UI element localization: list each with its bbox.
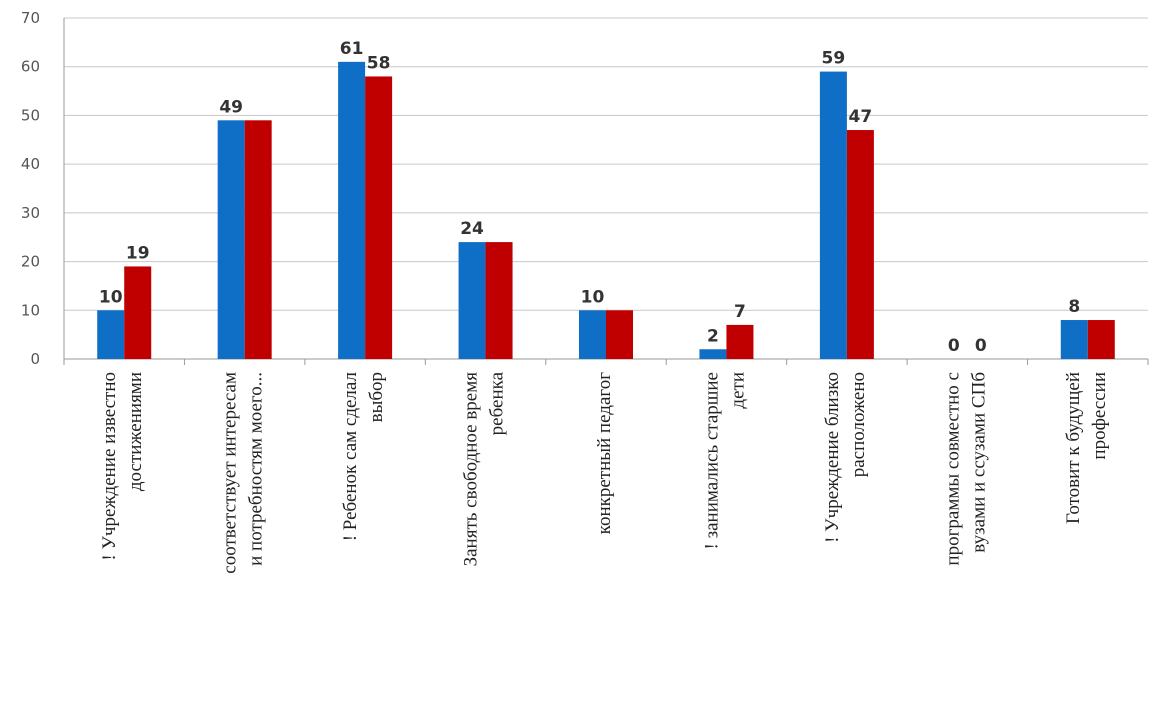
data-label: 24	[460, 219, 484, 239]
category-label: Занять свободное время ребенка	[461, 371, 508, 566]
bar-series2	[606, 310, 633, 359]
data-label: 47	[849, 107, 873, 127]
data-label: 59	[822, 49, 846, 69]
bar-series1	[338, 61, 366, 359]
data-label: 61	[340, 39, 364, 59]
y-tick-label: 0	[30, 350, 40, 368]
bar-series2	[124, 266, 152, 359]
y-tick-label: 70	[21, 9, 40, 27]
category-label: ! Ребенок сам сделал выбор	[340, 371, 387, 541]
y-tick-label: 10	[21, 301, 40, 319]
bar-series2	[1087, 320, 1115, 359]
category-label-line: и потребностям моего...	[246, 372, 267, 566]
bar-series1	[1060, 320, 1088, 359]
bar-series1	[819, 71, 847, 359]
category-label-line: ! занимались старшие	[701, 372, 722, 549]
y-tick-label: 20	[21, 253, 40, 271]
category-label-line: профессии	[1089, 372, 1110, 460]
category-label-line: Занять свободное время	[461, 372, 482, 567]
category-label-line: ! Учреждение известно	[99, 372, 120, 561]
bar-series1	[579, 310, 606, 359]
category-label-line: программы совместно с	[942, 372, 963, 566]
category-label: программы совместно с вузами и ссузами СП…	[942, 372, 989, 566]
bar-series1	[217, 120, 245, 359]
data-label: 2	[707, 326, 719, 346]
bar-series1	[97, 310, 125, 359]
category-label-line: вузами и ссузами СПб	[968, 372, 989, 553]
category-label-line: дети	[727, 372, 748, 409]
category-label-line: выбор	[366, 372, 387, 422]
data-label: 19	[126, 243, 150, 263]
category-label: ! Учреждение близко расположено	[822, 372, 869, 543]
bar-series2	[726, 324, 754, 359]
category-label: ! занимались старшие дети	[701, 372, 748, 549]
bar-series2	[485, 242, 513, 359]
category-label: конкретный педагог	[594, 372, 615, 535]
bar-series2	[365, 76, 393, 359]
category-label-line: Готовит к будущей	[1063, 372, 1084, 524]
category-label-line: расположено	[848, 372, 869, 477]
bar-series1	[699, 349, 727, 359]
bar-series2	[846, 130, 874, 359]
category-label-line: достижениями	[125, 372, 146, 491]
y-tick-label: 30	[21, 204, 40, 222]
data-label: 0	[975, 336, 987, 356]
data-label: 49	[219, 97, 243, 117]
bar-series1	[458, 242, 486, 359]
category-label-line: ! Ребенок сам сделал	[340, 371, 361, 541]
category-label-line: конкретный педагог	[594, 372, 615, 535]
category-label: соответствует интересам и потребностям мо…	[220, 372, 267, 574]
data-label: 10	[99, 287, 123, 307]
data-label: 10	[581, 287, 605, 307]
bar-series2	[244, 120, 272, 359]
y-tick-label: 60	[21, 58, 40, 76]
category-label-line: соответствует интересам	[220, 372, 241, 574]
data-label: 0	[948, 336, 960, 356]
data-label: 8	[1068, 297, 1080, 317]
category-label: Готовит к будущей профессии	[1063, 372, 1110, 524]
category-label: ! Учреждение известно достижениями	[99, 372, 146, 561]
category-label-line: ! Учреждение близко	[822, 372, 843, 543]
data-label: 7	[734, 302, 746, 322]
y-tick-label: 50	[21, 106, 40, 124]
category-label-line: ребенка	[487, 371, 508, 435]
data-label: 58	[367, 53, 391, 73]
y-tick-label: 40	[21, 155, 40, 173]
